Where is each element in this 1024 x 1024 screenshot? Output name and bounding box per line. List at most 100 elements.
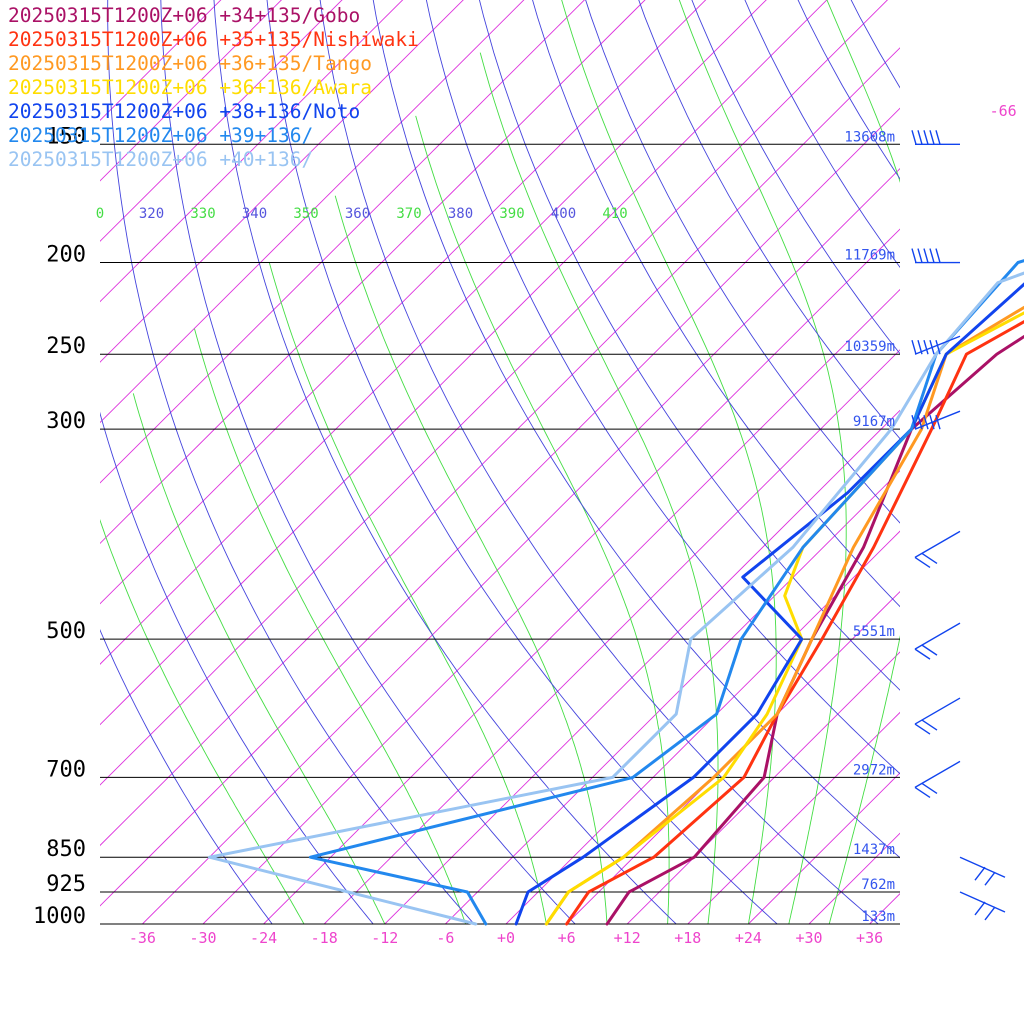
- height-label: 2972m: [853, 762, 895, 778]
- isobar-grid: [100, 143, 900, 925]
- height-label: 11769m: [844, 248, 895, 264]
- barb-flag: [911, 414, 917, 430]
- barb-shaft: [914, 760, 961, 789]
- temperature-tick-label: -12: [371, 929, 398, 947]
- wind-barb: [959, 856, 1006, 886]
- isotherm-line: [445, 470, 900, 924]
- pressure-tick-label: 925: [46, 872, 86, 897]
- isotherm-line: [100, 47, 900, 847]
- barb-flag: [984, 906, 996, 921]
- isotherm-line: [991, 0, 1024, 924]
- theta-label: 390: [499, 206, 524, 222]
- pressure-tick-label: 850: [46, 837, 86, 862]
- moist-adiabat: [100, 518, 305, 924]
- barb-shaft: [959, 891, 1006, 913]
- isotherm-line: [100, 0, 404, 303]
- wind-barb: [914, 760, 961, 798]
- wind-barbs: [911, 130, 1006, 921]
- barb-flag: [935, 414, 941, 430]
- theta-label: 340: [242, 206, 267, 222]
- isotherm-line: [142, 168, 900, 924]
- theta-label: 320: [139, 206, 164, 222]
- series-line: [514, 282, 1024, 926]
- barb-flag: [911, 130, 917, 145]
- isotherm-line: [930, 0, 1024, 924]
- barb-flag: [923, 414, 929, 430]
- legend: 20250315T1200Z+06 +34+135/Gobo 20250315T1…: [8, 4, 419, 172]
- dry-adiabat: [319, 0, 879, 924]
- isotherm-line: [626, 651, 900, 924]
- series-line: [207, 271, 1024, 926]
- dry-adiabat: [372, 0, 900, 859]
- temperature-tick-label: -18: [311, 929, 338, 947]
- wind-barb: [911, 335, 961, 355]
- pressure-tick-label: 500: [46, 619, 86, 644]
- barb-flag: [923, 248, 929, 263]
- barb-shaft: [914, 622, 961, 650]
- isotherm-line: [100, 0, 646, 544]
- moist-adiabat: [268, 262, 547, 924]
- theta-label: 410: [602, 206, 627, 222]
- dry-adiabat: [107, 0, 475, 924]
- barb-flag: [929, 248, 935, 263]
- legend-entry: 20250315T1200Z+06 +36+136/Awara: [8, 76, 372, 99]
- temperature-tick-label: -30: [189, 929, 216, 947]
- series-line: [544, 305, 1024, 926]
- temperature-tick-label: -24: [250, 929, 277, 947]
- temperature-tick-label: -36: [129, 929, 156, 947]
- barb-flag: [921, 782, 938, 794]
- isotherm-line: [100, 0, 464, 363]
- series-line: [308, 259, 1024, 926]
- pressure-tick-label: 700: [46, 757, 86, 782]
- moist-adiabat: [334, 195, 608, 924]
- dry-adiabat: [985, 0, 1024, 944]
- isotherm-line: [566, 590, 900, 924]
- dry-adiabat: [160, 0, 576, 924]
- dry-adiabat: [691, 0, 900, 355]
- wind-barb: [914, 622, 961, 660]
- height-label: 13608m: [844, 129, 895, 145]
- height-label: 762m: [861, 877, 895, 893]
- barb-flag: [984, 871, 996, 886]
- isotherm-grid: [100, 0, 1024, 924]
- barb-flag: [917, 414, 923, 430]
- theta-label: 370: [396, 206, 421, 222]
- barb-flag: [974, 866, 986, 881]
- series-line: [544, 311, 1024, 926]
- legend-entry: 20250315T1200Z+06 +40+136/: [8, 148, 314, 171]
- wind-barb: [911, 248, 960, 264]
- dry-adiabat: [100, 628, 273, 924]
- barb-shaft: [959, 856, 1006, 878]
- moist-adiabat: [132, 393, 386, 924]
- barb-flag: [917, 130, 923, 145]
- barb-flag: [935, 340, 941, 355]
- barb-flag: [917, 248, 923, 263]
- height-label: 133m: [861, 909, 895, 925]
- barb-flag: [914, 786, 931, 798]
- wind-barb: [911, 130, 960, 145]
- barb-shaft: [914, 530, 961, 559]
- temperature-tick-label: +36: [856, 929, 883, 947]
- barb-flag: [911, 340, 917, 355]
- isotherm-line: [100, 0, 828, 726]
- temperature-tick-label: +6: [558, 929, 576, 947]
- height-label: 5551m: [853, 624, 895, 640]
- barb-flag: [921, 644, 938, 656]
- wind-barb: [914, 530, 961, 568]
- isotherm-line: [323, 349, 900, 924]
- isotherm-line: [100, 107, 900, 907]
- theta-label: 350: [293, 206, 318, 222]
- moist-adiabat: [415, 115, 670, 924]
- barb-flag: [929, 340, 935, 355]
- isotherm-line: [505, 530, 900, 924]
- pressure-tick-label: 300: [46, 409, 86, 434]
- legend-entry: 20250315T1200Z+06 +35+135/Nishiwaki: [8, 28, 419, 51]
- barb-flag: [921, 552, 938, 564]
- isotherm-line: [100, 0, 586, 484]
- barb-flag: [923, 130, 929, 145]
- barb-flag: [914, 648, 931, 660]
- pressure-tick-label: 200: [46, 243, 86, 268]
- isotherm-line: [100, 0, 525, 424]
- dry-adiabat: [100, 411, 374, 924]
